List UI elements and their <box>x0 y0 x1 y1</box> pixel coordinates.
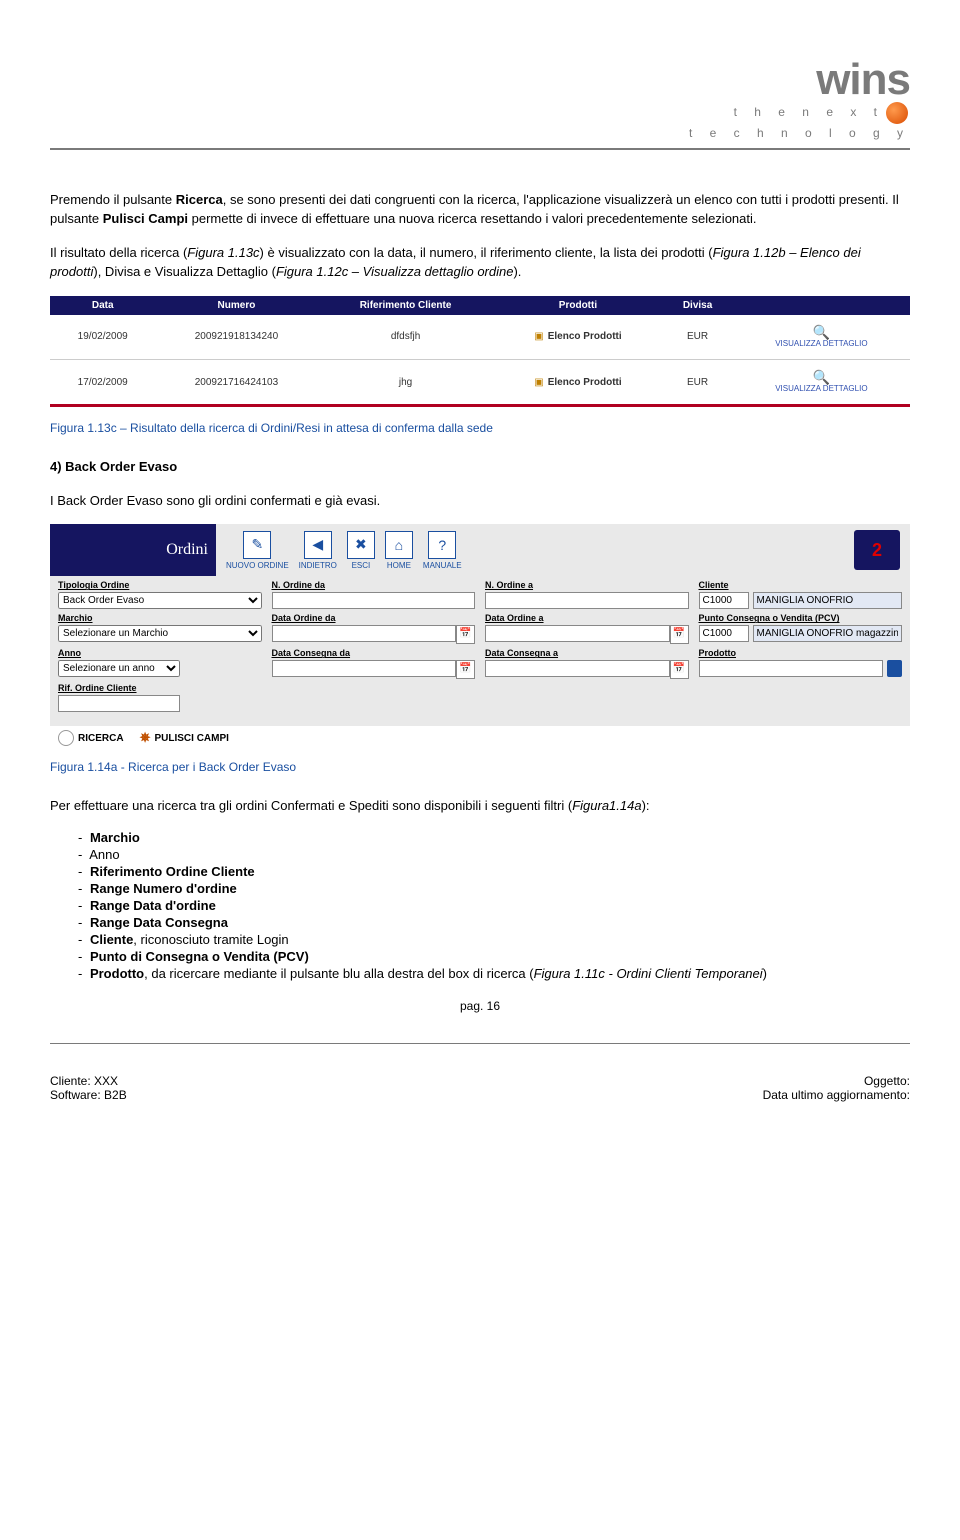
table-row: 19/02/2009200921918134240dfdsfjh ▣Elenco… <box>50 315 910 360</box>
toolbar-icon[interactable]: ?MANUALE <box>423 531 462 570</box>
input-nordb[interactable] <box>485 592 689 609</box>
calendar-icon[interactable]: 📅 <box>456 660 475 679</box>
search-product-button[interactable] <box>887 660 902 677</box>
paragraph-1: Premendo il pulsante Ricerca, se sono pr… <box>50 190 910 229</box>
label-cliente: Cliente <box>699 580 903 590</box>
input-dordb[interactable] <box>485 625 670 642</box>
input-cliente-code[interactable] <box>699 592 749 609</box>
label-rif: Rif. Ordine Cliente <box>58 683 262 693</box>
panel-title: Ordini <box>50 524 216 576</box>
label-prodotto: Prodotto <box>699 648 903 658</box>
input-rif[interactable] <box>58 695 180 712</box>
filters-list: Marchio Anno Riferimento Ordine Cliente Ran… <box>100 830 910 981</box>
filter-item: Range Numero d'ordine <box>100 881 910 896</box>
paragraph-4: Per effettuare una ricerca tra gli ordin… <box>50 796 910 816</box>
footer-cliente: Cliente: XXX <box>50 1074 127 1088</box>
input-dconsa[interactable] <box>272 660 457 677</box>
th-data: Data <box>50 296 155 315</box>
filter-item: Marchio <box>100 830 910 845</box>
select-marchio[interactable]: Selezionare un Marchio <box>58 625 262 642</box>
toolbar-icon[interactable]: ✎NUOVO ORDINE <box>226 531 289 570</box>
input-cliente-name[interactable] <box>753 592 903 609</box>
label-nordb: N. Ordine a <box>485 580 689 590</box>
th-prodotti: Prodotti <box>494 296 663 315</box>
results-table: Data Numero Riferimento Cliente Prodotti… <box>50 296 910 408</box>
visualizza-link[interactable]: 🔍VISUALIZZA DETTAGLIO <box>775 325 867 349</box>
filter-item: Prodotto, da ricercare mediante il pulsa… <box>100 966 910 981</box>
header-separator <box>50 148 910 150</box>
footer-software: Software: B2B <box>50 1088 127 1102</box>
input-dconsb[interactable] <box>485 660 670 677</box>
search-screenshot: Ordini ✎NUOVO ORDINE ◀INDIETRO ✖ESCI ⌂HOME?… <box>50 524 910 750</box>
search-icon <box>58 730 74 746</box>
th-empty <box>733 296 910 315</box>
filter-item: Range Data d'ordine <box>100 898 910 913</box>
footer: Cliente: XXX Software: B2B Oggetto: Data… <box>50 1074 910 1102</box>
paragraph-2: Il risultato della ricerca (Figura 1.13c… <box>50 243 910 282</box>
calendar-icon[interactable]: 📅 <box>456 625 475 644</box>
visualizza-link[interactable]: 🔍VISUALIZZA DETTAGLIO <box>775 370 867 394</box>
logo-tagline2: t e c h n o l o g y <box>689 126 910 140</box>
figure-caption-2: Figura 1.14a - Ricerca per i Back Order … <box>50 760 910 774</box>
logo-block: wins t h e n e x t t e c h n o l o g y <box>50 60 910 140</box>
figure-caption-1: Figura 1.13c – Risultato della ricerca d… <box>50 421 910 435</box>
broom-icon: ✵ <box>140 730 151 746</box>
logo-dot-icon <box>886 102 908 124</box>
footer-oggetto: Oggetto: <box>763 1074 910 1088</box>
label-dconsb: Data Consegna a <box>485 648 689 658</box>
page-number: pag. 16 <box>50 999 910 1013</box>
pulisci-button[interactable]: ✵PULISCI CAMPI <box>140 730 229 746</box>
b2b-logo: 2 <box>854 530 900 570</box>
logo-tagline1: t h e n e x t <box>734 105 884 119</box>
filter-item: Range Data Consegna <box>100 915 910 930</box>
footer-separator <box>50 1043 910 1044</box>
label-marchio: Marchio <box>58 613 262 623</box>
input-pcv-code[interactable] <box>699 625 749 642</box>
label-tipologia: Tipologia Ordine <box>58 580 262 590</box>
filter-item: Anno <box>100 847 910 862</box>
label-dordb: Data Ordine a <box>485 613 689 623</box>
calendar-icon[interactable]: 📅 <box>670 625 689 644</box>
table-row: 17/02/2009200921716424103jhg ▣Elenco Pro… <box>50 359 910 405</box>
logo-text: wins <box>816 55 910 104</box>
calendar-icon[interactable]: 📅 <box>670 660 689 679</box>
input-pcv-name[interactable] <box>753 625 903 642</box>
section-heading-4: 4) Back Order Evaso <box>50 457 910 477</box>
toolbar-icon[interactable]: ◀INDIETRO <box>299 531 337 570</box>
label-dorda: Data Ordine da <box>272 613 476 623</box>
label-norda: N. Ordine da <box>272 580 476 590</box>
th-rif: Riferimento Cliente <box>318 296 494 315</box>
label-anno: Anno <box>58 648 262 658</box>
paragraph-3: I Back Order Evaso sono gli ordini confe… <box>50 491 910 511</box>
filter-item: Cliente, riconosciuto tramite Login <box>100 932 910 947</box>
th-numero: Numero <box>155 296 317 315</box>
ricerca-button[interactable]: RICERCA <box>58 730 124 746</box>
toolbar-icon[interactable]: ✖ESCI <box>347 531 375 570</box>
th-divisa: Divisa <box>662 296 732 315</box>
footer-data: Data ultimo aggiornamento: <box>763 1088 910 1102</box>
select-anno[interactable]: Selezionare un anno <box>58 660 180 677</box>
label-pcv: Punto Consegna o Vendita (PCV) <box>699 613 903 623</box>
toolbar-icon[interactable]: ⌂HOME <box>385 531 413 570</box>
input-dorda[interactable] <box>272 625 457 642</box>
input-norda[interactable] <box>272 592 476 609</box>
select-tipologia[interactable]: Back Order Evaso <box>58 592 262 609</box>
label-dconsa: Data Consegna da <box>272 648 476 658</box>
input-prodotto[interactable] <box>699 660 883 677</box>
filter-item: Riferimento Ordine Cliente <box>100 864 910 879</box>
filter-item: Punto di Consegna o Vendita (PCV) <box>100 949 910 964</box>
